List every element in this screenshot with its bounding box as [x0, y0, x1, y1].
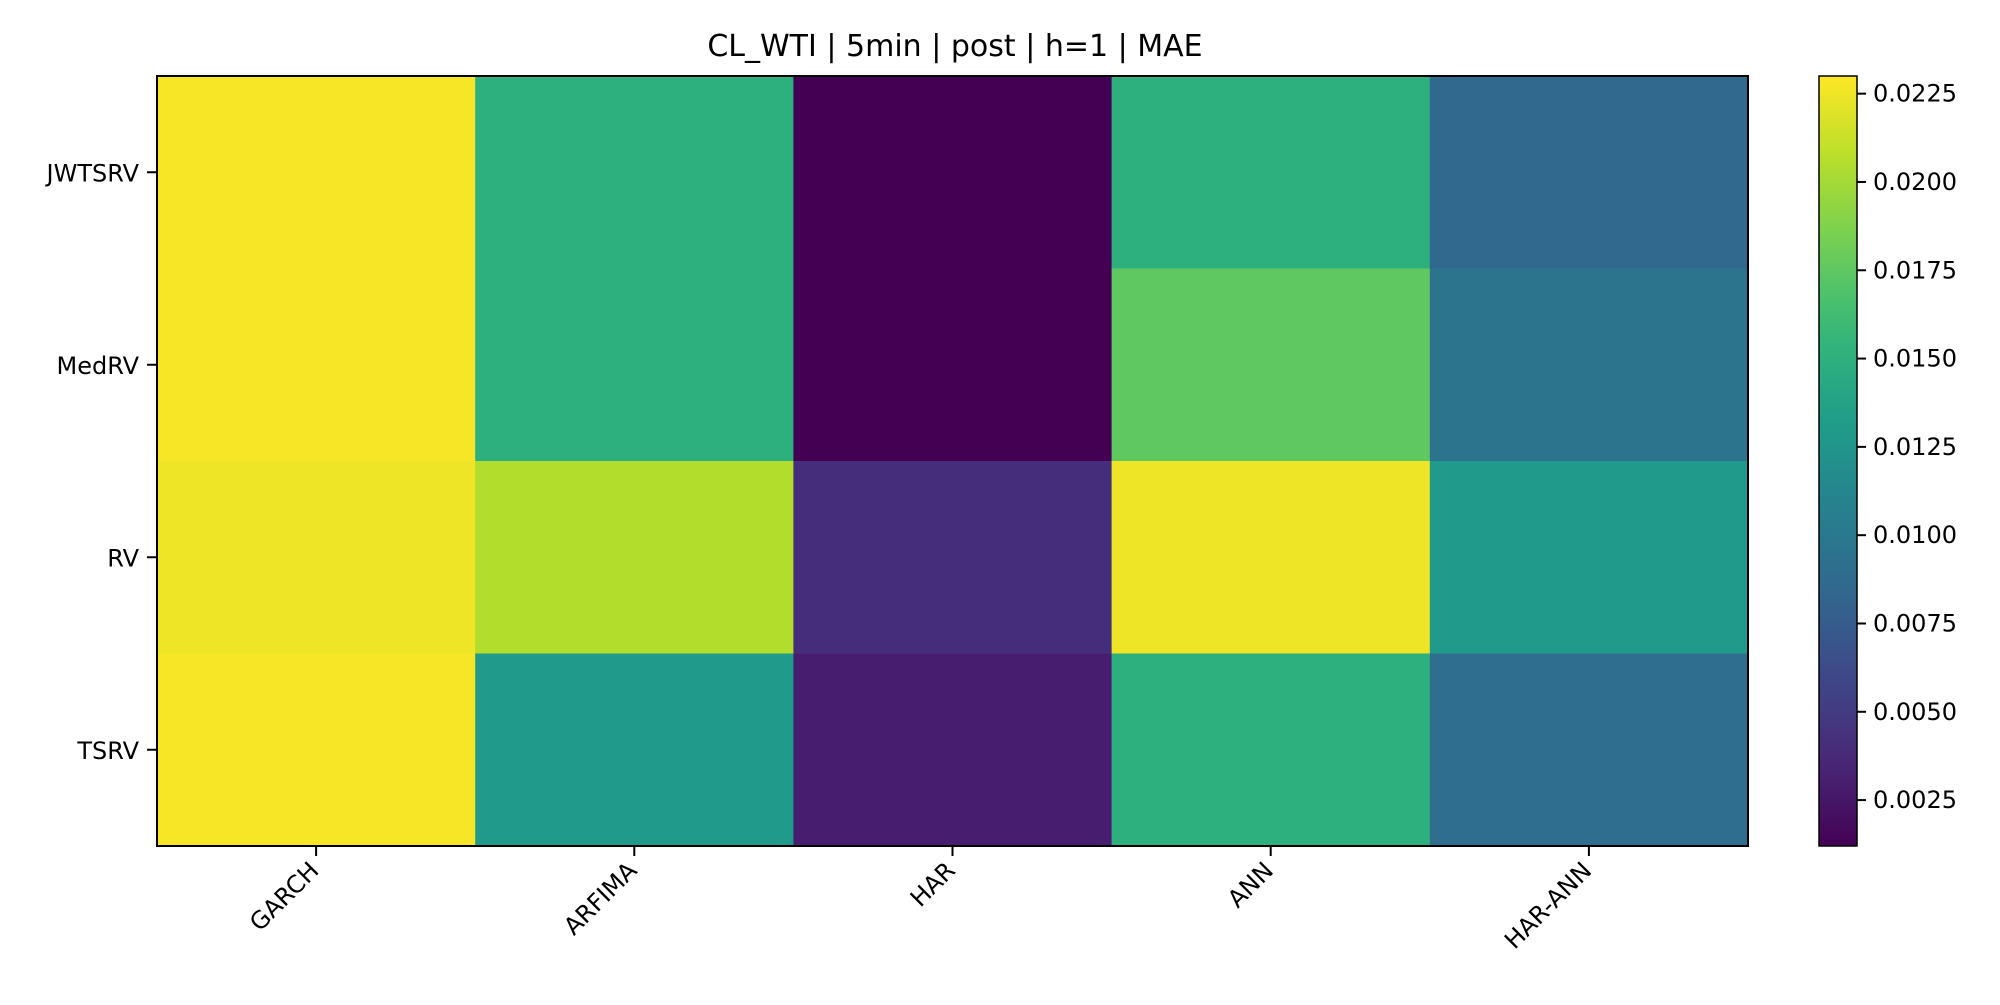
colorbar-tick-label: 0.0100	[1873, 521, 1957, 549]
chart-title: CL_WTI | 5min | post | h=1 | MAE	[707, 29, 1202, 64]
heatmap-cell	[1111, 653, 1431, 847]
heatmap-cell	[1111, 268, 1431, 462]
heatmap-cell	[1429, 653, 1749, 847]
heatmap-cell	[475, 653, 794, 847]
x-axis: GARCH ARFIMA HAR ANN HAR-ANN	[244, 846, 1597, 954]
colorbar-tick-label: 0.0150	[1873, 345, 1957, 373]
y-tick-label: RV	[107, 544, 139, 572]
colorbar-tick-label: 0.0225	[1873, 80, 1957, 108]
heatmap-cell	[475, 268, 794, 462]
heatmap-cell	[1429, 76, 1749, 269]
heatmap-cell	[1111, 76, 1431, 269]
heatmap-cell	[157, 461, 476, 654]
colorbar-tick-label: 0.0200	[1873, 168, 1957, 196]
colorbar-tick-label: 0.0175	[1873, 256, 1957, 284]
y-tick-label: JWTSRV	[45, 159, 140, 187]
colorbar	[1818, 75, 1858, 847]
x-tick-label: HAR	[905, 856, 961, 912]
heatmap-cell	[1111, 461, 1431, 654]
heatmap-cell	[1429, 268, 1749, 462]
heatmap-cell	[793, 76, 1113, 269]
y-axis: JWTSRV MedRV RV TSRV	[45, 159, 157, 765]
heatmap-cells	[157, 76, 1749, 847]
heatmap-cell	[793, 461, 1113, 654]
heatmap-cell	[793, 268, 1113, 462]
y-tick-label: TSRV	[76, 737, 139, 765]
heatmap-cell	[157, 268, 476, 462]
colorbar-tick-label: 0.0125	[1873, 433, 1957, 461]
x-tick-label: ARFIMA	[558, 856, 643, 941]
colorbar-ticks: 0.0025 0.0050 0.0075 0.0100 0.0125 0.0150 0.01…	[1857, 80, 1957, 814]
x-tick-label: ANN	[1222, 856, 1279, 913]
heatmap-cell	[793, 653, 1113, 847]
heatmap-cell	[475, 76, 794, 269]
y-tick-label: MedRV	[57, 352, 140, 380]
heatmap-cell	[1429, 461, 1749, 654]
colorbar-tick-label: 0.0025	[1873, 786, 1957, 814]
heatmap-cell	[157, 653, 476, 847]
colorbar-tick-label: 0.0075	[1873, 609, 1957, 637]
heatmap-cell	[157, 76, 476, 269]
colorbar-tick-label: 0.0050	[1873, 698, 1957, 726]
x-tick-label: GARCH	[244, 856, 324, 936]
heatmap-cell	[475, 461, 794, 654]
x-tick-label: HAR-ANN	[1499, 856, 1597, 954]
